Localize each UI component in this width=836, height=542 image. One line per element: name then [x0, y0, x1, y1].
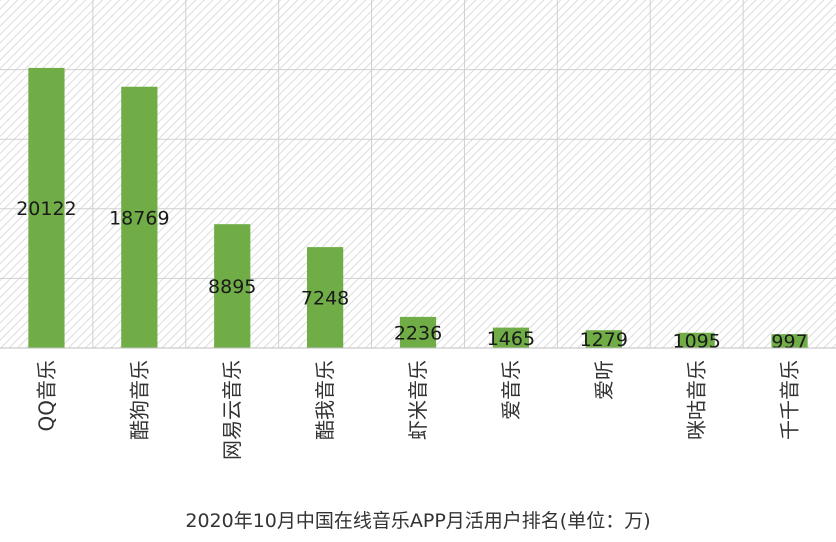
- x-tick-label: QQ音乐: [34, 360, 58, 431]
- bar: [121, 86, 158, 348]
- x-tick-label: 爱音乐: [499, 360, 523, 420]
- bar: [771, 334, 808, 348]
- x-tick-label: 爱听: [592, 360, 616, 400]
- bars: [28, 67, 808, 348]
- data-label: 1279: [580, 329, 628, 351]
- x-tick-labels: QQ音乐 酷狗音乐 网易云音乐 酷我音乐 虾米音乐 爱音乐 爱听 咪咕音乐 千千音乐: [34, 360, 801, 460]
- bar: [28, 67, 65, 348]
- bar: [585, 330, 622, 348]
- data-label: 2236: [394, 322, 442, 344]
- data-label: 20122: [16, 198, 76, 220]
- data-label: 1095: [672, 330, 720, 352]
- bar: [306, 247, 344, 348]
- x-tick-label: 酷狗音乐: [127, 360, 151, 440]
- x-tick-label: 酷我音乐: [313, 360, 337, 440]
- bar: [214, 224, 251, 348]
- x-tick-label: 千千音乐: [778, 360, 802, 440]
- data-label: 1465: [487, 328, 535, 350]
- x-tick-label: 网易云音乐: [220, 360, 244, 460]
- data-labels: 20122 18769 8895 7248 2236 1465 1279 1095 997: [16, 198, 807, 353]
- data-label: 8895: [208, 276, 256, 298]
- data-label: 7248: [301, 288, 349, 310]
- bar: [678, 332, 715, 348]
- x-tick-label: 虾米音乐: [406, 360, 430, 440]
- chart-title: 2020年10月中国在线音乐APP月活用户排名(单位：万): [185, 510, 650, 532]
- data-label: 18769: [109, 207, 169, 229]
- bar: [399, 316, 437, 348]
- bar: [492, 327, 530, 348]
- x-tick-label: 咪咕音乐: [685, 360, 709, 440]
- data-label: 997: [771, 331, 807, 353]
